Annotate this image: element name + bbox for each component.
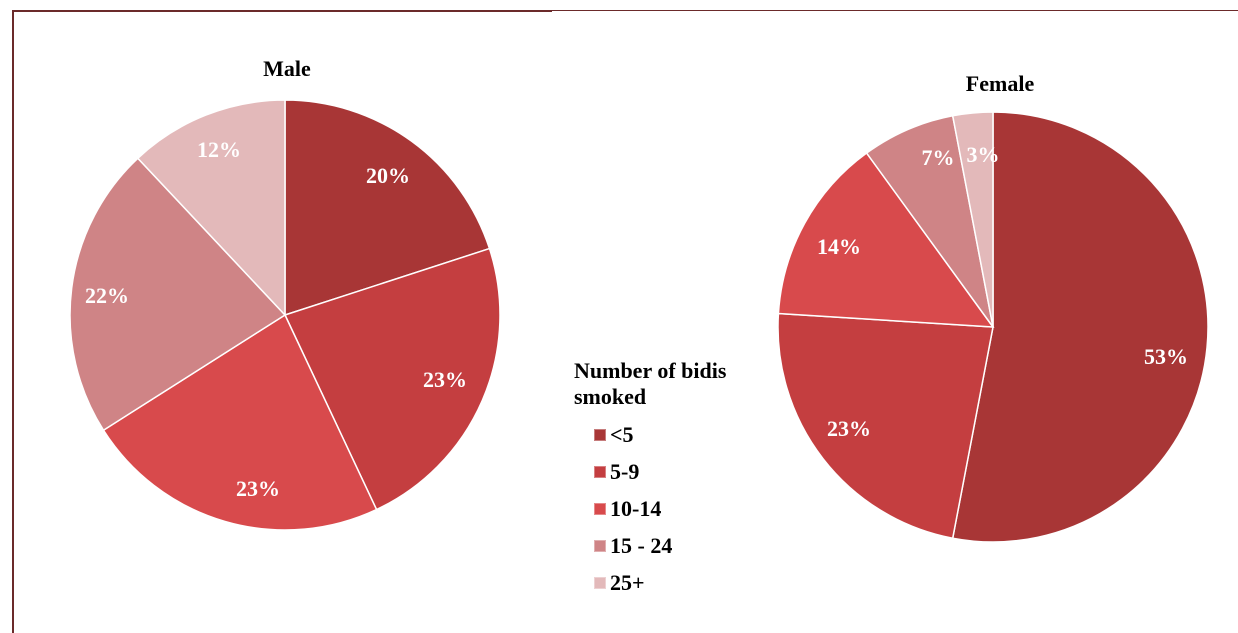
legend-label: <5	[610, 421, 634, 447]
pie-slice-10-14	[102, 313, 378, 531]
legend-list: <5 5-9 10-14 15 - 24 25+	[594, 416, 734, 601]
pie-slice-25	[951, 111, 994, 328]
legend: Number of bidis smoked <5 5-9 10-14 15 -…	[574, 358, 734, 601]
legend-label: 5-9	[610, 458, 640, 484]
pie-slice-15-24	[69, 157, 287, 432]
pie-slice-label: 3%	[967, 142, 1000, 167]
frame-top-border	[12, 10, 1238, 11]
legend-item: 25+	[594, 564, 734, 601]
pie-slice-label: 7%	[922, 145, 955, 170]
frame-left-border	[12, 10, 14, 633]
legend-item: 10-14	[594, 490, 734, 527]
legend-swatch	[594, 576, 606, 589]
pie-slice-label: 12%	[197, 137, 241, 162]
legend-title: Number of bidis smoked	[574, 358, 727, 409]
frame-top-border-accent	[12, 10, 552, 12]
pie-slice-label: 23%	[827, 416, 871, 441]
pie-slice-25	[136, 99, 286, 317]
pie-slice-label: 23%	[236, 476, 280, 501]
legend-item: 15 - 24	[594, 527, 734, 564]
pie-slice-5	[951, 111, 1209, 543]
legend-swatch	[594, 428, 606, 441]
legend-swatch	[594, 539, 606, 552]
pie-slice-label: 53%	[1144, 344, 1188, 369]
pie-slice-5-9	[777, 312, 994, 540]
pie-slice-label: 22%	[85, 283, 129, 308]
pie-slice-label: 20%	[366, 163, 410, 188]
legend-item: <5	[594, 416, 734, 453]
pie-slice-5-9	[283, 247, 501, 511]
legend-swatch	[594, 465, 606, 478]
male-pie-title: Male	[263, 56, 311, 81]
legend-item: 5-9	[594, 453, 734, 490]
pie-slice-10-14	[777, 152, 995, 328]
legend-label: 10-14	[610, 495, 662, 521]
pie-slice-label: 14%	[817, 234, 861, 259]
legend-swatch	[594, 502, 606, 515]
legend-label: 15 - 24	[610, 532, 673, 558]
legend-label: 25+	[610, 569, 645, 595]
pie-slice-5	[284, 99, 491, 317]
pie-slice-label: 23%	[423, 367, 467, 392]
female-pie-title: Female	[965, 71, 1035, 96]
